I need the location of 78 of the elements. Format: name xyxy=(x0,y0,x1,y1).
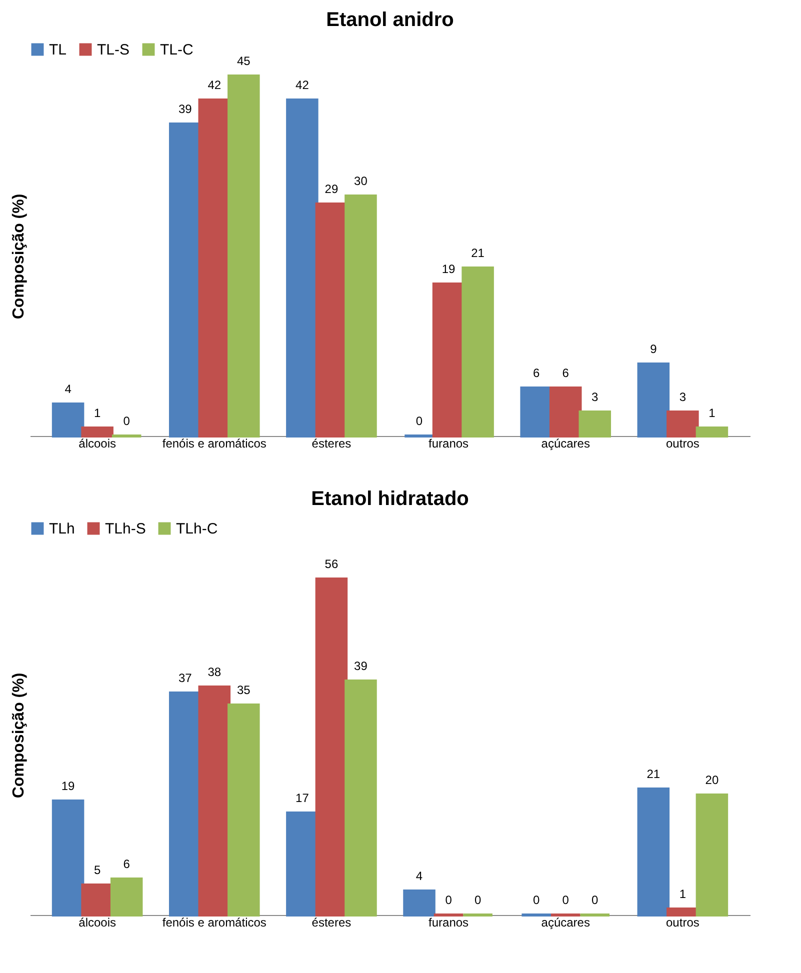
data-label: 42 xyxy=(296,78,310,92)
x-tick-label: furanos xyxy=(428,916,469,930)
x-tick-label: outros xyxy=(666,436,700,450)
data-label: 30 xyxy=(354,174,368,188)
data-label: 29 xyxy=(324,182,338,196)
data-label: 39 xyxy=(178,102,192,116)
legend-label: TL-C xyxy=(160,42,194,59)
bar xyxy=(110,878,143,916)
chart-title: Etanol hidratado xyxy=(311,488,469,510)
data-label: 38 xyxy=(208,665,222,679)
bar xyxy=(52,402,84,438)
legend-label: TLh-S xyxy=(105,520,146,538)
data-label: 9 xyxy=(650,342,658,356)
legend-label: TLh-C xyxy=(176,520,218,538)
bar xyxy=(578,410,612,438)
data-label: 4 xyxy=(416,869,423,883)
bar xyxy=(344,194,377,438)
data-label: 35 xyxy=(236,683,251,697)
data-label: 0 xyxy=(533,893,540,907)
data-label: 6 xyxy=(533,366,540,380)
data-label: 45 xyxy=(236,54,251,68)
bar xyxy=(52,800,84,916)
data-label: 0 xyxy=(123,414,130,428)
data-label: 5 xyxy=(94,863,101,877)
data-label: 39 xyxy=(354,659,368,673)
data-label: 19 xyxy=(61,779,76,793)
data-label: 0 xyxy=(445,893,452,907)
bar xyxy=(228,704,260,916)
x-tick-label: ésteres xyxy=(312,916,352,930)
bar xyxy=(549,386,582,438)
bar xyxy=(81,426,114,438)
data-label: 21 xyxy=(646,767,660,781)
data-label: 21 xyxy=(471,246,485,260)
bar xyxy=(198,686,231,916)
data-label: 3 xyxy=(679,390,686,404)
data-label: 1 xyxy=(94,406,101,420)
data-label: 42 xyxy=(208,78,222,92)
x-tick-label: álcoois xyxy=(78,916,116,930)
data-label: 4 xyxy=(64,382,72,396)
bar xyxy=(315,578,348,916)
data-label: 0 xyxy=(592,893,599,907)
bar xyxy=(462,266,494,438)
bar xyxy=(637,362,670,438)
data-label: 37 xyxy=(178,671,192,685)
x-tick-label: açúcares xyxy=(541,916,590,930)
x-tick-label: ésteres xyxy=(312,436,352,450)
bar xyxy=(637,788,670,916)
x-tick-label: furanos xyxy=(428,436,469,450)
legend-label: TLh xyxy=(49,520,75,538)
x-tick-label: fenóis e aromáticos xyxy=(162,916,266,930)
bar xyxy=(228,74,260,438)
data-label: 17 xyxy=(296,791,310,805)
x-tick-label: álcoois xyxy=(78,436,116,450)
data-label: 0 xyxy=(562,893,570,907)
data-label: 19 xyxy=(442,262,456,276)
bar xyxy=(344,680,377,916)
data-label: 1 xyxy=(708,406,716,420)
data-label: 1 xyxy=(679,887,686,901)
legend-label: TL-S xyxy=(97,42,130,59)
data-label: 6 xyxy=(123,857,130,871)
bar xyxy=(403,890,436,916)
data-label: 56 xyxy=(324,557,338,571)
data-label: 20 xyxy=(705,773,719,787)
data-label: 6 xyxy=(562,366,570,380)
x-tick-label: outros xyxy=(666,916,700,930)
legend-label: TL xyxy=(49,42,67,59)
data-label: 0 xyxy=(474,893,482,907)
data-label: 3 xyxy=(592,390,599,404)
x-tick-label: fenóis e aromáticos xyxy=(162,436,266,450)
bar xyxy=(696,794,728,916)
bar xyxy=(286,98,318,438)
data-label: 0 xyxy=(416,414,423,428)
y-axis-title: Composição (%) xyxy=(10,672,28,798)
y-axis-title: Composição (%) xyxy=(10,194,28,320)
bar xyxy=(696,426,728,438)
x-tick-label: açúcares xyxy=(541,436,590,450)
chart-title: Etanol anidro xyxy=(326,9,454,31)
bar xyxy=(666,410,699,438)
